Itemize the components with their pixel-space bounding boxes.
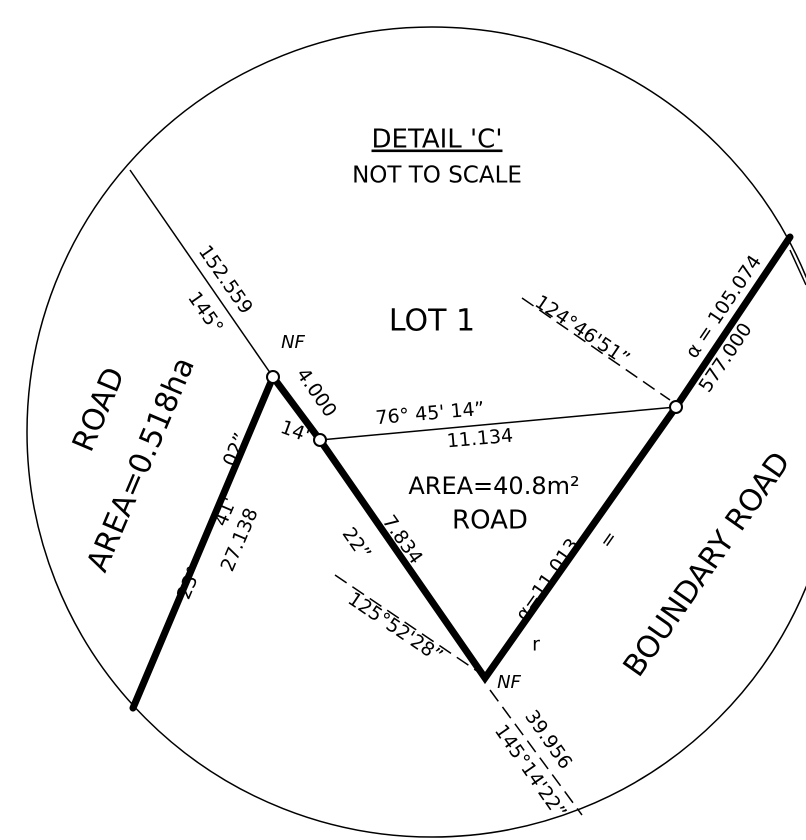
dimension: α=11.013 (511, 535, 583, 625)
lot-line (319, 406, 677, 441)
survey-point (266, 370, 280, 384)
bearing-line (489, 689, 583, 816)
dimension: 11.134 (446, 425, 514, 453)
title: DETAIL 'C' (372, 125, 503, 155)
dimension: r (532, 634, 540, 656)
road-label: ROAD (452, 506, 528, 536)
boundary-line (129, 233, 794, 712)
nf-label: NF (281, 332, 305, 353)
bearing-line (521, 297, 671, 401)
survey-point (313, 433, 327, 447)
road-label: ROAD (66, 362, 132, 456)
survey-point (669, 400, 683, 414)
subtitle: NOT TO SCALE (352, 163, 522, 189)
detail-circle (26, 26, 806, 838)
road-label: BOUNDARY ROAD (617, 446, 798, 684)
area-label: AREA=40.8m² (408, 472, 579, 500)
boundary-line (789, 249, 806, 286)
dimension: = (595, 527, 622, 553)
dimension: 124°46'51” (531, 291, 634, 370)
nf-label: NF (497, 672, 521, 693)
dimension: 145° (183, 288, 227, 338)
dimension: 22” (338, 523, 376, 563)
lot-label: LOT 1 (389, 304, 475, 339)
bearing-line (334, 574, 481, 674)
lot-line (129, 169, 274, 378)
dimension: 23° (173, 563, 206, 603)
dimension: 76° 45' 14” (375, 398, 486, 429)
